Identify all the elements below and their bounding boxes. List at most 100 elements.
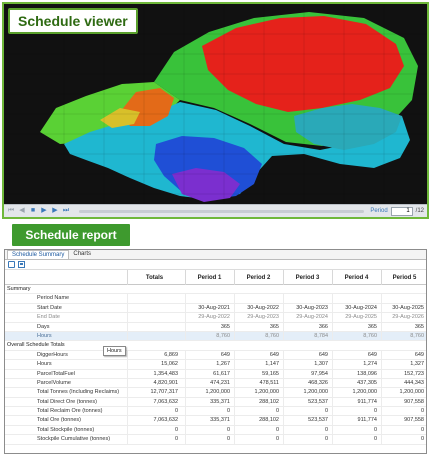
table-row[interactable]: Total Tonnes (Including Reclaims) 12,707,… <box>5 388 426 398</box>
cell-period-2: 1,200,000 <box>234 388 282 398</box>
column-header-period-3[interactable]: Period 3 <box>283 270 331 285</box>
table-row[interactable]: Total Stockpile (tonnes) 0 0 0 0 0 0 <box>5 425 426 436</box>
cell-period-1: 335,371 <box>185 397 233 407</box>
table-row[interactable]: Total Ore (tonnes) 7,063,632 335,371 288,10… <box>5 416 426 426</box>
table-row[interactable]: Hours 8,760 8,760 8,784 8,760 8,760 <box>5 331 426 342</box>
cell-period-4: 30-Aug-2024 <box>332 303 380 313</box>
cell-period-2: 29-Aug-2023 <box>234 313 282 323</box>
row-label: Total Reclaim Ore (tonnes) <box>37 408 103 415</box>
schedule-viewer-panel: Schedule viewer ⏮ ◀ ■ ▶ ▶ ⏭ Period 1 /12 <box>2 2 429 219</box>
column-header-period-1[interactable]: Period 1 <box>185 270 233 285</box>
cell-totals: 1,354,483 <box>127 369 181 379</box>
row-label: ParcelTotalFuel <box>37 370 75 377</box>
table-row[interactable]: Start Date 30-Aug-2021 30-Aug-2022 30-Aug-2… <box>5 303 426 314</box>
cell-totals <box>127 303 181 313</box>
cell-period-5: 907,558 <box>381 416 426 426</box>
column-header-period-2[interactable]: Period 2 <box>234 270 282 285</box>
cell-period-1: 30-Aug-2021 <box>185 303 233 313</box>
cell-period-3 <box>283 294 331 304</box>
cell-period-1: 8,760 <box>185 331 233 341</box>
cell-period-5: 649 <box>381 350 426 360</box>
cell-period-3: 30-Aug-2023 <box>283 303 331 313</box>
cell-period-2: 30-Aug-2022 <box>234 303 282 313</box>
skip-start-icon[interactable]: ⏮ <box>7 207 15 214</box>
cell-totals <box>127 313 181 323</box>
cell-period-2: 8,760 <box>234 331 282 341</box>
grid-header: Totals Period 1 Period 2 Period 3 Period… <box>5 270 426 285</box>
step-back-icon[interactable]: ◀ <box>19 207 25 214</box>
table-row[interactable]: Stockpile Cumulative (tonnes) 0 0 0 0 0 0 <box>5 435 426 445</box>
table-row[interactable]: Total Reclaim Ore (tonnes) 0 0 0 0 0 0 <box>5 407 426 417</box>
save-icon[interactable] <box>18 261 25 268</box>
schedule-viewer-title: Schedule viewer <box>8 8 138 34</box>
cell-period-5: 0 <box>381 435 426 445</box>
row-label: Hours <box>37 332 52 339</box>
cell-period-5: 1,200,000 <box>381 388 426 398</box>
table-row[interactable]: ParcelVolume 4,820,901 474,231 478,511 468,3… <box>5 378 426 389</box>
table-row[interactable]: Period Name <box>5 294 426 304</box>
table-row[interactable]: Hours 15,062 1,267 1,147 1,307 1,274 1,327 <box>5 360 426 370</box>
section-summary[interactable]: Summary <box>5 285 426 295</box>
report-tabs: Schedule Summary Charts <box>5 250 426 260</box>
table-row[interactable]: Total Direct Ore (tonnes) 7,063,632 335,37… <box>5 397 426 408</box>
block-model-3d-view[interactable] <box>4 4 427 204</box>
column-header-totals[interactable]: Totals <box>127 270 181 285</box>
cell-period-4: 911,774 <box>332 416 380 426</box>
cell-period-3: 0 <box>283 407 331 417</box>
cell-period-2: 288,102 <box>234 397 282 407</box>
period-slider[interactable] <box>79 209 365 213</box>
cell-period-2: 0 <box>234 435 282 445</box>
cell-period-1: 335,371 <box>185 416 233 426</box>
table-row[interactable]: End Date 29-Aug-2022 29-Aug-2023 29-Aug-202… <box>5 313 426 323</box>
cell-period-1: 0 <box>185 435 233 445</box>
table-row[interactable]: DiggerHours 6,869 649 649 649 649 649 <box>5 350 426 361</box>
cell-period-5: 0 <box>381 425 426 435</box>
cell-period-1: 61,617 <box>185 369 233 379</box>
period-label: Period <box>370 208 388 214</box>
schedule-report-panel: Schedule Summary Charts Totals Period 1 … <box>4 249 427 454</box>
cell-totals <box>127 322 181 332</box>
tab-schedule-summary[interactable]: Schedule Summary <box>7 250 70 259</box>
cell-totals: 0 <box>127 435 181 445</box>
cell-period-2: 1,147 <box>234 360 282 370</box>
cell-period-4: 8,760 <box>332 331 380 341</box>
row-label: Total Stockpile (tonnes) <box>37 426 95 433</box>
cell-totals <box>127 294 181 304</box>
play-icon[interactable]: ▶ <box>41 207 47 214</box>
column-header-period-5[interactable]: Period 5 <box>381 270 426 285</box>
cell-totals: 6,869 <box>127 350 181 360</box>
column-header-period-4[interactable]: Period 4 <box>332 270 380 285</box>
tab-charts[interactable]: Charts <box>73 251 92 257</box>
cell-period-5: 30-Aug-2025 <box>381 303 426 313</box>
cell-period-3: 649 <box>283 350 331 360</box>
row-label: Total Ore (tonnes) <box>37 417 82 424</box>
section-label: Summary <box>7 286 31 292</box>
cell-period-2: 59,165 <box>234 369 282 379</box>
cell-period-3: 523,537 <box>283 397 331 407</box>
table-row[interactable]: ParcelTotalFuel 1,354,483 61,617 59,165 97,9… <box>5 369 426 379</box>
row-label: ParcelVolume <box>37 379 71 386</box>
skip-end-icon[interactable]: ⏭ <box>62 207 70 214</box>
block-region-purple <box>172 168 240 202</box>
cell-period-5: 1,327 <box>381 360 426 370</box>
stop-icon[interactable]: ■ <box>30 207 36 214</box>
cell-period-2: 649 <box>234 350 282 360</box>
cell-period-3: 0 <box>283 435 331 445</box>
row-label: End Date <box>37 314 60 321</box>
cell-period-5: 29-Aug-2026 <box>381 313 426 323</box>
cell-period-1: 0 <box>185 407 233 417</box>
step-forward-icon[interactable]: ▶ <box>52 207 58 214</box>
cell-period-5: 0 <box>381 407 426 417</box>
copy-icon[interactable] <box>8 261 15 268</box>
playback-bar: ⏮ ◀ ■ ▶ ▶ ⏭ Period 1 /12 <box>4 204 427 217</box>
cell-period-1: 1,200,000 <box>185 388 233 398</box>
section-overall-schedule-totals[interactable]: Overall Schedule Totals <box>5 341 426 351</box>
period-input[interactable]: 1 <box>390 206 413 216</box>
cell-period-1: 0 <box>185 425 233 435</box>
row-label: DiggerHours <box>37 351 68 358</box>
cell-period-1: 29-Aug-2022 <box>185 313 233 323</box>
cell-totals: 7,063,632 <box>127 416 181 426</box>
table-row[interactable]: Days 365 365 366 365 365 <box>5 322 426 332</box>
cell-period-5: 444,343 <box>381 378 426 388</box>
cell-period-5: 907,558 <box>381 397 426 407</box>
